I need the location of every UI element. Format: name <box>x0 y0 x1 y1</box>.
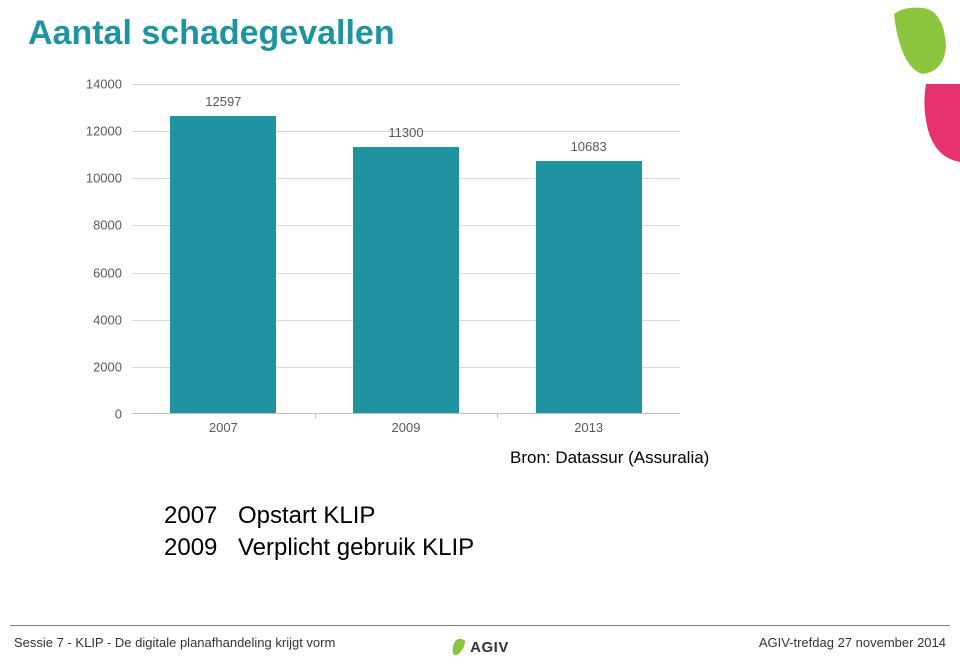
chart-bar-value: 11300 <box>388 125 423 140</box>
chart-source: Bron: Datassur (Assuralia) <box>510 448 709 468</box>
chart-gridline <box>132 84 680 85</box>
chart-xtick-label: 2009 <box>392 420 421 435</box>
chart-bar <box>536 161 642 413</box>
chart-ytick-label: 4000 <box>62 312 122 327</box>
chart-ytick-label: 8000 <box>62 218 122 233</box>
note-row: 2007Opstart KLIP <box>164 500 474 532</box>
footer-session-title: Sessie 7 - KLIP - De digitale planafhand… <box>14 635 335 650</box>
corner-shape-pink <box>922 84 960 162</box>
chart-xtick-label: 2007 <box>209 420 238 435</box>
chart-xdivider <box>315 413 316 418</box>
chart-bar <box>353 147 459 413</box>
chart-ytick-label: 14000 <box>62 77 122 92</box>
corner-shape-green <box>894 6 946 74</box>
note-row: 2009Verplicht gebruik KLIP <box>164 532 474 564</box>
chart-bar <box>170 116 276 413</box>
note-text: Opstart KLIP <box>238 502 375 529</box>
chart-bar-value: 10683 <box>571 139 607 154</box>
chart-ytick-label: 2000 <box>62 359 122 374</box>
note-text: Verplicht gebruik KLIP <box>238 534 474 561</box>
logo-leaf-icon <box>451 638 465 656</box>
chart-ytick-label: 12000 <box>62 124 122 139</box>
chart-ytick-label: 10000 <box>62 171 122 186</box>
footer: Sessie 7 - KLIP - De digitale planafhand… <box>0 618 960 664</box>
logo-text: AGIV <box>470 639 509 656</box>
chart-plot-area: 12597 11300 10683 <box>132 84 680 414</box>
chart-xdivider <box>497 413 498 418</box>
chart-ytick-label: 6000 <box>62 265 122 280</box>
chart-bar-value: 12597 <box>205 94 241 109</box>
chart-ytick-label: 0 <box>62 407 122 422</box>
bar-chart: 125971130010683 020004000600080001000012… <box>80 84 680 444</box>
footer-event-date: AGIV-trefdag 27 november 2014 <box>759 635 946 650</box>
page-title: Aantal schadegevallen <box>28 14 395 53</box>
footer-divider <box>10 625 950 626</box>
footer-logo: AGIV <box>451 638 509 656</box>
chart-notes: 2007Opstart KLIP2009Verplicht gebruik KL… <box>164 500 474 565</box>
chart-xtick-label: 2013 <box>574 420 603 435</box>
note-year: 2007 <box>164 500 238 532</box>
note-year: 2009 <box>164 532 238 564</box>
